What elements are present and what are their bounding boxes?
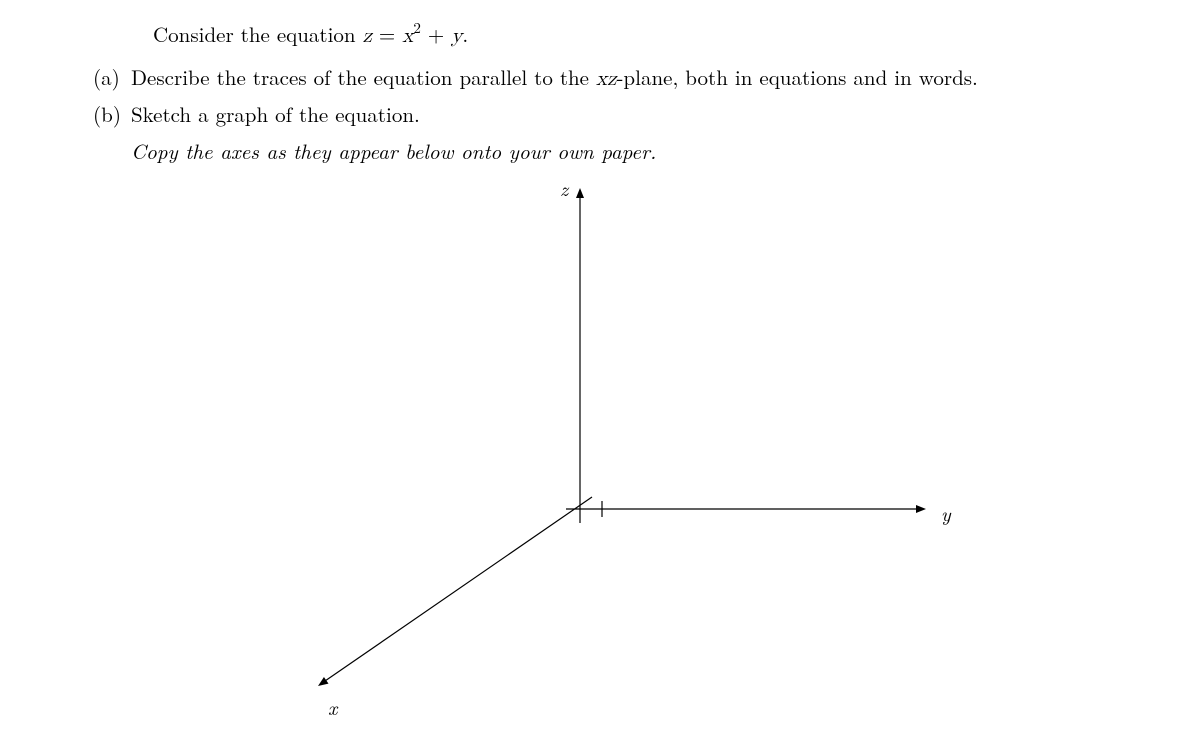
part-b-body: Sketch a graph of the equation. [131,100,1200,129]
eq-exp: 2 [413,17,421,38]
part-b: (b) Sketch a graph of the equation. [93,100,1200,129]
part-a-post: -plane, both in equations and in words. [616,62,977,92]
part-a-label: (a) [93,63,131,94]
part-a-body: Describe the traces of the equation para… [131,63,1200,94]
part-a: (a) Describe the traces of the equation … [93,63,1200,94]
plane-var1: x [596,69,607,90]
eq-rhs-var2: y [451,26,462,47]
part-b-note: Copy the axes as they appear below onto … [131,136,1200,166]
axes-diagram: z y x [0,170,1200,726]
part-a-pre: Describe the traces of the equation para… [131,62,596,92]
eq-equals: = [372,19,402,49]
problem-intro: Consider the equation z = x2 + y. [153,18,1200,49]
eq-plus: + [421,19,451,49]
intro-prefix: Consider the equation [153,19,363,49]
x-axis-label: x [328,692,337,721]
axes-svg [0,170,1200,726]
eq-end: . [462,19,468,49]
eq-rhs-var1: x [402,26,413,47]
part-b-label: (b) [93,100,131,129]
y-axis-label: y [941,498,951,527]
z-axis-label: z [560,173,568,202]
eq-lhs: z [363,26,372,47]
